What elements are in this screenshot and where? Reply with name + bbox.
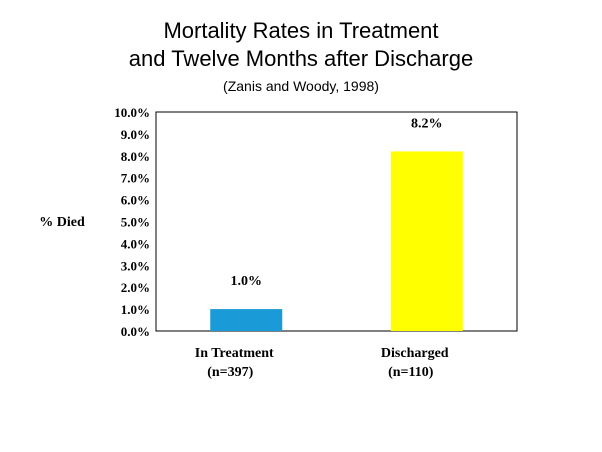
data-label: 1.0% [231,274,263,289]
x-category-label: Discharged [381,346,449,361]
y-tick-label: 3.0% [121,258,150,273]
chart-subtitle: (Zanis and Woody, 1998) [223,78,379,94]
y-tick-label: 5.0% [121,215,150,230]
chart-title-line-1: Mortality Rates in Treatment [163,18,439,43]
y-tick-label: 7.0% [121,171,150,186]
y-tick-label: 0.0% [121,324,150,339]
y-axis-label: % Died [39,215,85,230]
bar [210,309,283,331]
data-label: 8.2% [411,116,443,131]
y-tick-label: 6.0% [121,193,150,208]
y-tick-label: 9.0% [121,127,150,142]
chart-title-line-2: and Twelve Months after Discharge [128,46,474,71]
y-tick-label: 1.0% [121,302,150,317]
plot-frame [155,111,518,332]
x-category-sublabel: (n=397) [207,365,253,380]
plot-area: 0.0% 1.0% 2.0% 3.0% 4.0% 5.0% 6.0% 7.0% 8.0% 9.0%… [114,105,518,380]
y-tick-label: 8.0% [121,149,150,164]
x-category-sublabel: (n=110) [388,365,434,380]
bar [390,151,463,331]
y-tick-label: 10.0% [114,105,150,120]
y-tick-label: 4.0% [121,236,150,251]
x-category-label: In Treatment [195,346,274,361]
y-tick-label: 2.0% [121,280,150,295]
